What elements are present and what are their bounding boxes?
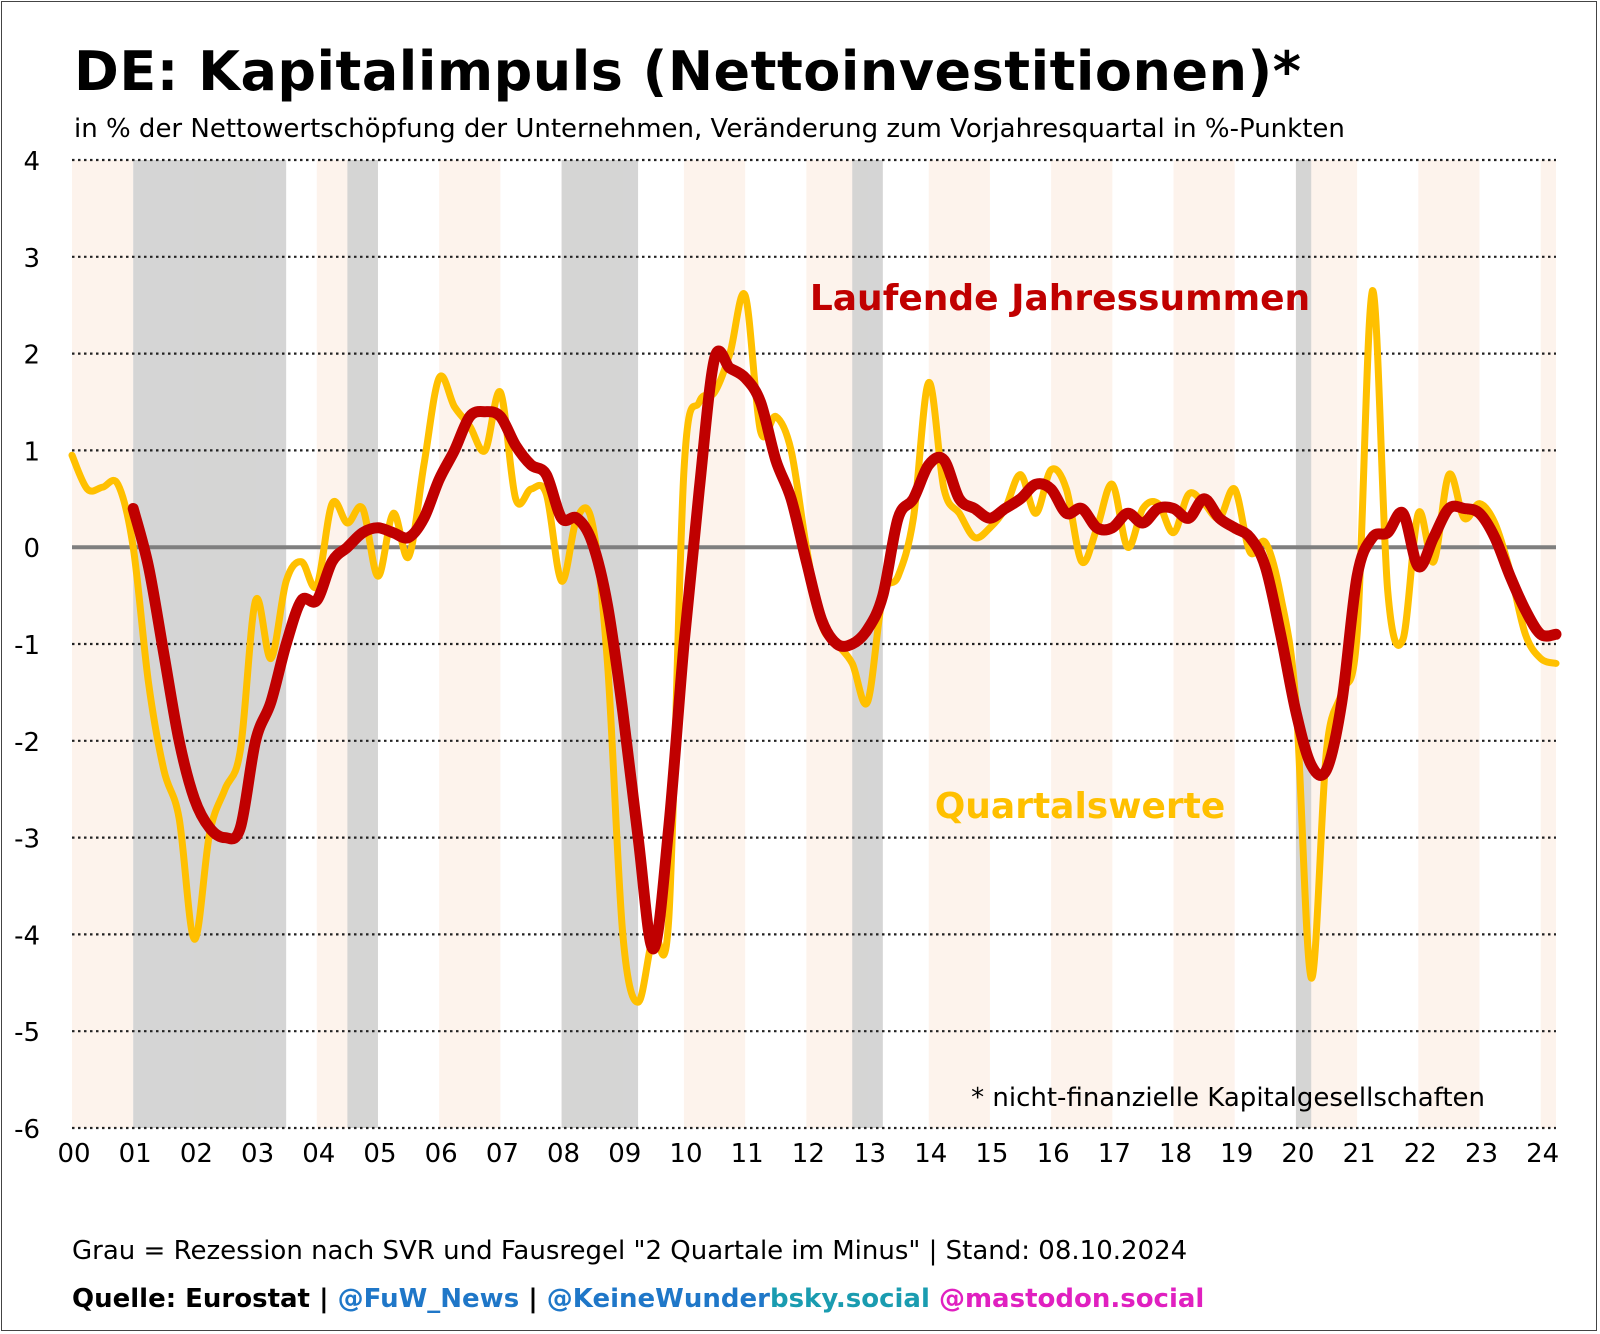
y-tick-label: -4 [14,921,40,951]
footer-separator: | [528,1284,538,1314]
x-tick-label: 19 [1220,1139,1253,1169]
mastodon-handle-link[interactable]: @mastodon.social [938,1284,1205,1314]
data-series [68,287,1562,1006]
x-tick-label: 09 [608,1139,641,1169]
y-tick-label: -3 [14,825,40,855]
x-tick-label: 15 [975,1139,1008,1169]
x-tick-label: 21 [1343,1139,1376,1169]
y-tick-label: 1 [23,437,40,467]
y-tick-label: 0 [23,534,40,564]
footnote: * nicht-finanzielle Kapitalgesellschafte… [971,1083,1485,1113]
footer-recession-note: Grau = Rezession nach SVR und Fausregel … [72,1236,1187,1266]
bsky-handle-link[interactable]: @KeineWunder [546,1284,770,1314]
x-tick-label: 03 [241,1139,274,1169]
footer-separator: | [319,1284,329,1314]
x-tick-label: 20 [1281,1139,1314,1169]
y-tick-label: 2 [23,341,40,371]
y-tick-label: -5 [14,1018,40,1048]
y-tick-label: 4 [23,147,40,177]
chart-subtitle: in % der Nettowertschöpfung der Unterneh… [74,114,1345,144]
bsky-domain-link[interactable]: bsky.social [769,1284,930,1314]
footer-source-line: Quelle: Eurostat | @FuW_News | @KeineWun… [72,1284,1204,1314]
x-tick-label: 12 [792,1139,825,1169]
quarterly-series-label: Quartalswerte [935,786,1226,827]
x-tick-labels: 00 01 02 03 04 05 06 07 08 09 10 11 12 13 14 15 16 17 18 19… [57,1139,1559,1169]
x-handle-link[interactable]: @FuW_News [337,1284,520,1314]
annual-series-line [127,345,1562,955]
x-tick-label: 00 [57,1139,90,1169]
x-tick-label: 06 [425,1139,458,1169]
y-tick-labels: 4 3 2 1 0 -1 -2 -3 -4 -5 -6 [14,147,40,1145]
x-tick-label: 22 [1404,1139,1437,1169]
y-tick-label: -2 [14,728,40,758]
x-tick-label: 04 [302,1139,335,1169]
annual-series-label: Laufende Jahressummen [810,278,1310,319]
x-tick-label: 10 [669,1139,702,1169]
x-tick-label: 16 [1037,1139,1070,1169]
x-tick-label: 07 [486,1139,519,1169]
y-tick-label: -6 [14,1115,40,1145]
recession-note: Grau = Rezession nach SVR und Fausregel … [72,1236,921,1266]
y-tick-label: -1 [14,631,40,661]
y-tick-label: 3 [23,244,40,274]
chart-title: DE: Kapitalimpuls (Nettoinvestitionen)* [74,40,1302,103]
footer-separator: | [928,1236,938,1266]
source-label: Quelle: Eurostat [72,1284,310,1314]
x-tick-label: 13 [853,1139,886,1169]
stand-date: Stand: 08.10.2024 [945,1236,1188,1266]
x-tick-label: 24 [1526,1139,1559,1169]
x-tick-label: 14 [914,1139,947,1169]
x-tick-label: 23 [1465,1139,1498,1169]
x-tick-label: 18 [1159,1139,1192,1169]
x-tick-label: 02 [180,1139,213,1169]
x-tick-label: 11 [731,1139,764,1169]
x-tick-label: 08 [547,1139,580,1169]
x-tick-label: 17 [1098,1139,1131,1169]
x-tick-label: 05 [363,1139,396,1169]
x-tick-label: 01 [119,1139,152,1169]
